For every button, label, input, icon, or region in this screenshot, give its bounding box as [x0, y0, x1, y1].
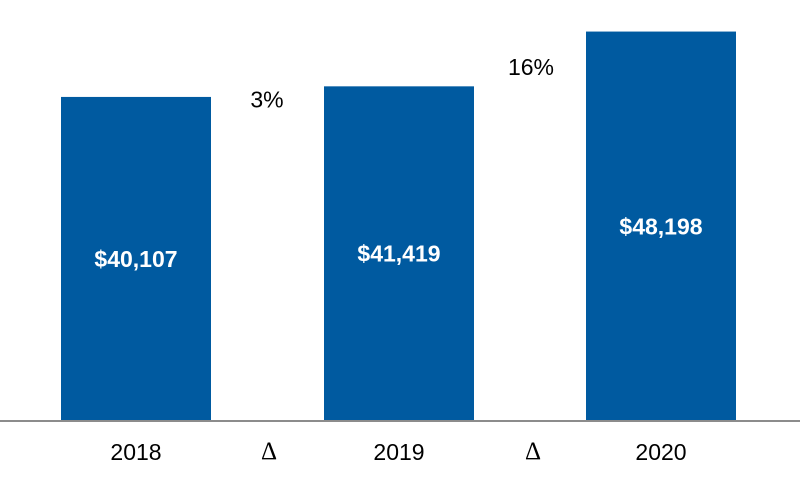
bar-2018 [61, 96, 211, 422]
x-tick-label: 2018 [110, 439, 161, 465]
bars-layer [61, 31, 736, 422]
tick-labels: 2018 2019 2020 [110, 439, 686, 465]
bar-value-label: $40,107 [94, 246, 177, 272]
change-percent-label: 16% [508, 54, 554, 80]
x-tick-label: 2019 [373, 439, 424, 465]
bar-2020 [586, 31, 736, 422]
bar-value-label: $41,419 [357, 241, 440, 267]
change-annotations: 3% Δ 16% Δ [250, 54, 554, 465]
bar-value-label: $48,198 [619, 213, 702, 239]
bar-2019 [324, 86, 474, 422]
x-tick-label: 2020 [635, 439, 686, 465]
delta-symbol: Δ [525, 438, 541, 465]
change-percent-label: 3% [250, 87, 283, 113]
delta-symbol: Δ [261, 438, 277, 465]
labels-layer: $40,107 $41,419 $48,198 [94, 213, 702, 272]
